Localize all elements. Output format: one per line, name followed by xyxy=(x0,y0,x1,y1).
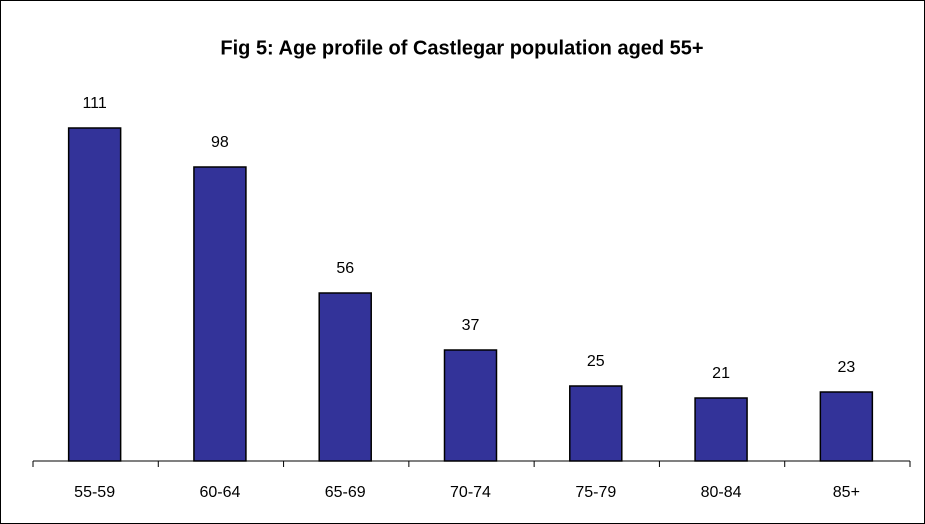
data-label: 25 xyxy=(587,353,605,370)
x-tick-label: 60-64 xyxy=(199,484,240,501)
bar xyxy=(67,127,122,462)
bar xyxy=(819,391,874,462)
x-tick-label: 80-84 xyxy=(701,484,742,501)
data-label: 37 xyxy=(462,317,480,334)
data-label: 111 xyxy=(82,95,106,112)
bar xyxy=(569,385,623,462)
bar xyxy=(193,166,247,462)
bar xyxy=(694,397,748,462)
data-label: 98 xyxy=(211,134,229,151)
data-label: 56 xyxy=(336,260,354,277)
data-label: 23 xyxy=(837,359,855,376)
bar xyxy=(318,292,372,462)
chart-title: Fig 5: Age profile of Castlegar populati… xyxy=(220,37,703,59)
x-tick-label: 75-79 xyxy=(575,484,616,501)
data-label: 21 xyxy=(712,365,730,382)
x-tick-label: 55-59 xyxy=(74,484,115,501)
x-tick-label: 70-74 xyxy=(450,484,491,501)
bar xyxy=(443,349,498,462)
x-tick-label: 85+ xyxy=(833,484,860,501)
x-tick-label: 65-69 xyxy=(325,484,366,501)
